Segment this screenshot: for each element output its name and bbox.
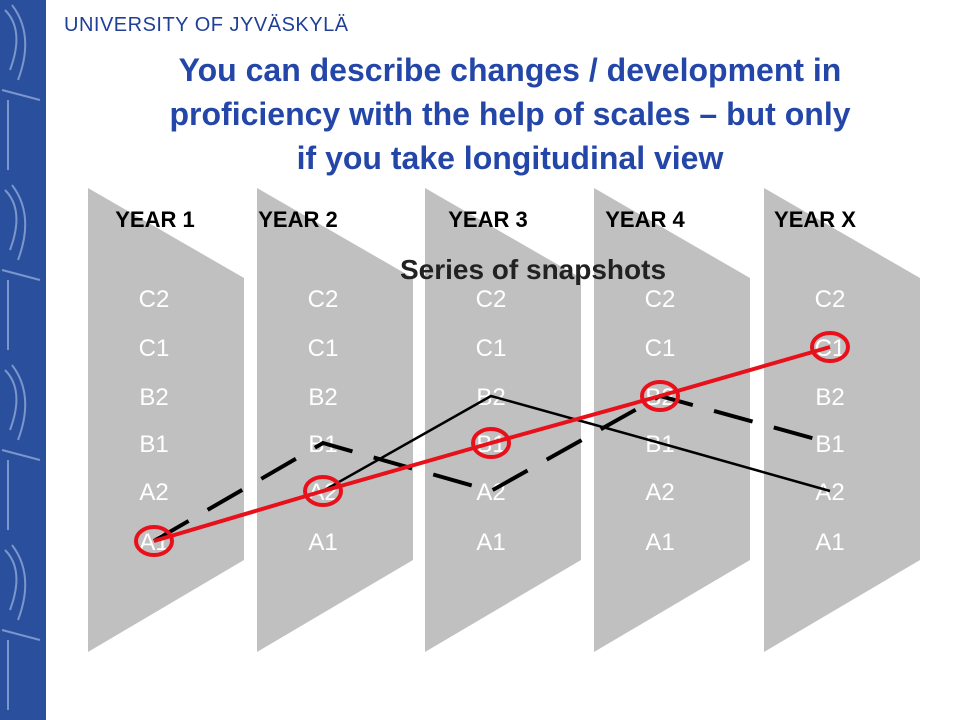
level-label: C2 <box>139 286 170 313</box>
level-label: C1 <box>308 335 339 362</box>
snapshot-panel <box>257 188 413 652</box>
snapshot-panel <box>594 188 750 652</box>
level-label: B1 <box>815 431 844 458</box>
level-label: B2 <box>139 384 168 411</box>
year-label: YEAR X <box>774 207 856 232</box>
level-label: A2 <box>815 479 844 506</box>
red-series-line <box>153 345 831 543</box>
level-label: C1 <box>476 335 507 362</box>
level-label: C2 <box>476 286 507 313</box>
series-subtitle: Series of snapshots <box>400 254 666 285</box>
level-label: B2 <box>815 384 844 411</box>
sidebar-decoration <box>0 0 46 720</box>
level-label: C2 <box>815 286 846 313</box>
snapshot-panel <box>88 188 244 652</box>
title-line-1: You can describe changes / development i… <box>178 52 842 88</box>
year-label: YEAR 3 <box>448 207 527 232</box>
level-label: A1 <box>815 529 844 556</box>
level-label: A2 <box>645 479 674 506</box>
level-label: B1 <box>645 431 674 458</box>
snapshot-panel <box>425 188 581 652</box>
slide-title: You can describe changes / development i… <box>60 48 960 180</box>
year-label: YEAR 2 <box>258 207 337 232</box>
level-label: B2 <box>308 384 337 411</box>
torch-logo-pattern-icon <box>1 4 41 710</box>
red-circle-marker <box>810 331 850 363</box>
title-line-3: if you take longitudinal view <box>296 140 724 176</box>
red-circle-marker <box>134 525 174 557</box>
level-label: C1 <box>139 335 170 362</box>
dashed-black-series-line <box>152 393 831 543</box>
level-label: C1 <box>645 335 676 362</box>
level-label: A1 <box>645 529 674 556</box>
red-circle-marker <box>303 475 343 507</box>
snapshot-panel <box>764 188 920 652</box>
red-circle-marker <box>471 427 511 459</box>
year-label: YEAR 4 <box>605 207 685 232</box>
level-label: C2 <box>645 286 676 313</box>
level-label: C2 <box>308 286 339 313</box>
title-line-2: proficiency with the help of scales – bu… <box>169 96 851 132</box>
red-circle-marker <box>640 380 680 412</box>
university-name: UNIVERSITY OF JYVÄSKYLÄ <box>64 14 349 36</box>
level-label: A2 <box>139 479 168 506</box>
level-label: A1 <box>308 529 337 556</box>
year-label: YEAR 1 <box>115 207 194 232</box>
level-label: B1 <box>139 431 168 458</box>
level-label: B2 <box>476 384 505 411</box>
level-label: A1 <box>476 529 505 556</box>
